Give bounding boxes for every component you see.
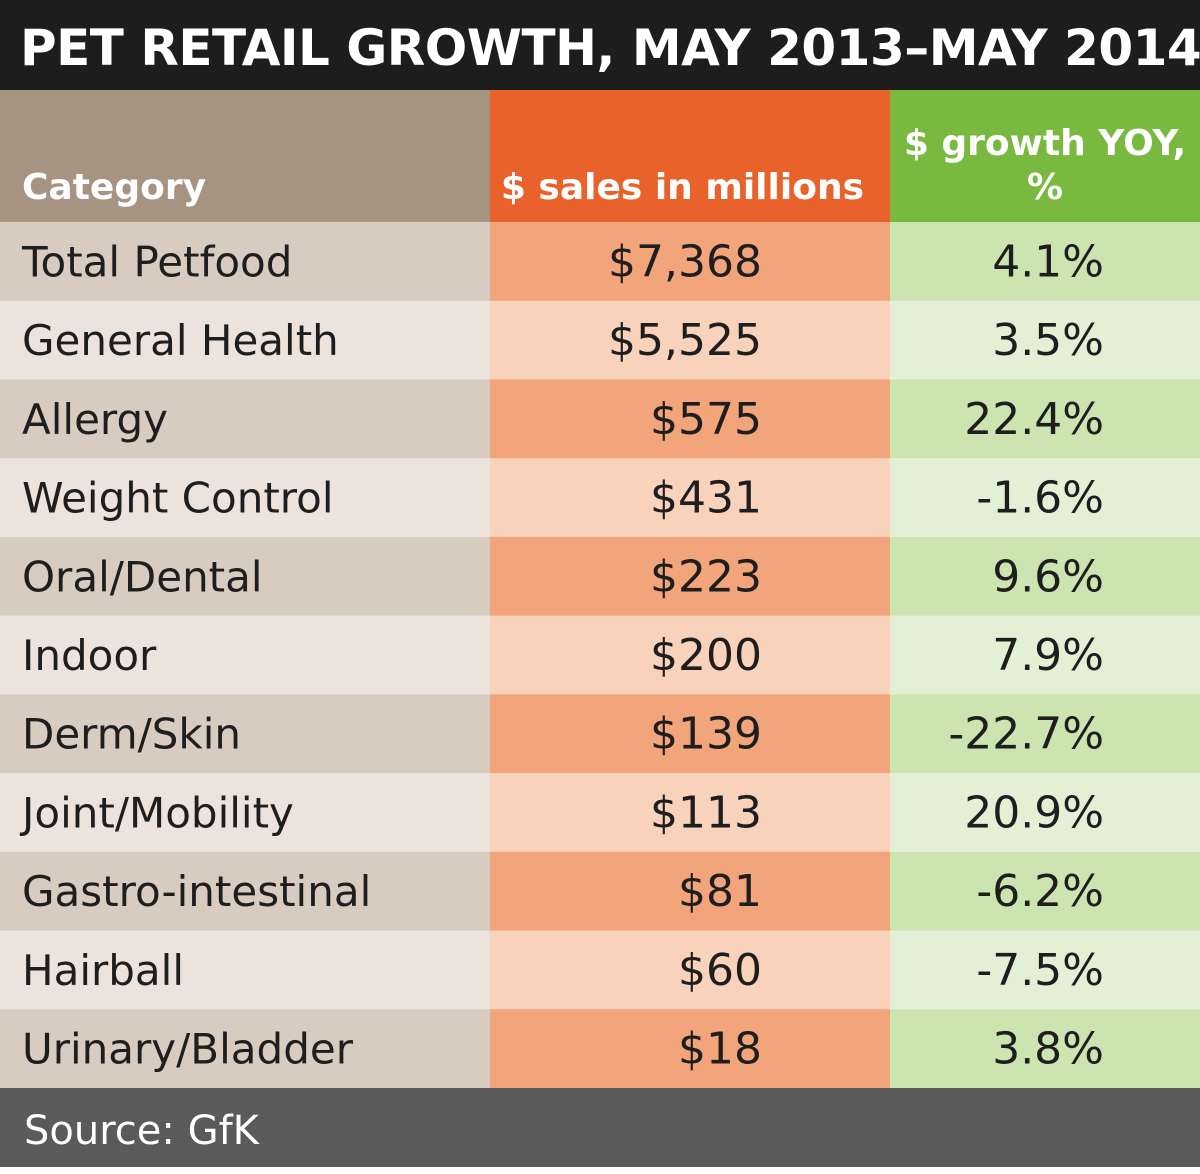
header-category-cell: Category xyxy=(0,90,490,222)
growth-value: 22.4% xyxy=(964,394,1104,445)
table-body: Total Petfood $7,368 4.1% General Health $5,… xyxy=(0,222,1200,1088)
growth-value: 4.1% xyxy=(992,236,1104,287)
category-label: Derm/Skin xyxy=(22,710,241,759)
category-label: Urinary/Bladder xyxy=(22,1025,354,1074)
growth-cell xyxy=(890,930,1200,1010)
sales-value: $223 xyxy=(650,551,762,602)
category-cell xyxy=(0,379,490,459)
table-row: Weight Control $431 -1.6% xyxy=(0,458,1200,538)
growth-value: -6.2% xyxy=(976,866,1104,917)
growth-cell xyxy=(890,773,1200,853)
category-cell xyxy=(0,694,490,774)
source-bar: Source: GfK xyxy=(0,1088,1200,1167)
category-cell xyxy=(0,536,490,617)
growth-value: 20.9% xyxy=(964,787,1104,838)
category-cell xyxy=(0,222,490,302)
category-label: Hairball xyxy=(22,946,184,995)
sales-value: $60 xyxy=(678,945,762,996)
category-cell xyxy=(0,851,490,932)
growth-value: 9.6% xyxy=(992,551,1104,602)
category-label: Allergy xyxy=(22,395,168,444)
growth-cell xyxy=(890,458,1200,538)
sales-cell xyxy=(490,222,890,302)
table-row: Joint/Mobility $113 20.9% xyxy=(0,773,1200,853)
header-sales-label: $ sales in millions xyxy=(500,167,864,208)
sales-value: $575 xyxy=(650,394,762,445)
header-sales-cell: $ sales in millions xyxy=(490,90,890,222)
header-growth-label: $ growth YOY, % xyxy=(903,123,1187,208)
title-bar: PET RETAIL GROWTH, MAY 2013–MAY 2014 xyxy=(0,0,1200,90)
growth-cell xyxy=(890,536,1200,617)
growth-value: -1.6% xyxy=(976,473,1104,524)
sales-cell xyxy=(490,851,890,932)
growth-cell xyxy=(890,300,1200,381)
sales-cell xyxy=(490,379,890,459)
growth-cell xyxy=(890,1009,1200,1088)
category-label: General Health xyxy=(22,316,339,365)
category-label: Weight Control xyxy=(22,474,334,523)
category-cell xyxy=(0,458,490,538)
sales-cell xyxy=(490,930,890,1010)
category-cell xyxy=(0,930,490,1010)
sales-value: $81 xyxy=(678,866,762,917)
category-label: Oral/Dental xyxy=(22,552,263,601)
sales-cell xyxy=(490,694,890,774)
sales-value: $431 xyxy=(650,473,762,524)
chart-title: PET RETAIL GROWTH, MAY 2013–MAY 2014 xyxy=(20,19,1200,77)
header-category-label: Category xyxy=(22,167,207,208)
table-row: Gastro-intestinal $81 -6.2% xyxy=(0,851,1200,932)
sales-value: $200 xyxy=(650,630,762,681)
header-growth-cell: $ growth YOY, % xyxy=(890,90,1200,222)
table-row: Total Petfood $7,368 4.1% xyxy=(0,222,1200,302)
sales-value: $7,368 xyxy=(608,236,762,287)
table-row: Hairball $60 -7.5% xyxy=(0,930,1200,1010)
growth-cell xyxy=(890,379,1200,459)
category-cell xyxy=(0,300,490,381)
table-row: Allergy $575 22.4% xyxy=(0,379,1200,459)
growth-value: -22.7% xyxy=(948,709,1104,760)
sales-cell xyxy=(490,536,890,617)
table-row: Urinary/Bladder $18 3.8% xyxy=(0,1009,1200,1088)
category-label: Joint/Mobility xyxy=(19,788,294,837)
category-label: Total Petfood xyxy=(21,237,292,286)
table-row: General Health $5,525 3.5% xyxy=(0,300,1200,381)
category-cell xyxy=(0,1009,490,1088)
sales-value: $113 xyxy=(650,787,762,838)
growth-cell xyxy=(890,222,1200,302)
sales-value: $139 xyxy=(650,709,762,760)
growth-value: 3.5% xyxy=(992,315,1104,366)
category-label: Gastro-intestinal xyxy=(22,867,371,916)
growth-value: 3.8% xyxy=(992,1024,1104,1075)
sales-cell xyxy=(490,615,890,695)
growth-value: -7.5% xyxy=(976,945,1104,996)
growth-value: 7.9% xyxy=(992,630,1104,681)
category-cell xyxy=(0,615,490,695)
table-row: Derm/Skin $139 -22.7% xyxy=(0,694,1200,774)
table-row: Indoor $200 7.9% xyxy=(0,615,1200,695)
table-row: Oral/Dental $223 9.6% xyxy=(0,536,1200,617)
sales-cell xyxy=(490,458,890,538)
sales-value: $18 xyxy=(678,1024,762,1075)
growth-cell xyxy=(890,615,1200,695)
category-cell xyxy=(0,773,490,853)
sales-value: $5,525 xyxy=(608,315,762,366)
sales-cell xyxy=(490,1009,890,1088)
sales-cell xyxy=(490,773,890,853)
source-note: Source: GfK xyxy=(24,1108,259,1154)
sales-cell xyxy=(490,300,890,381)
growth-cell xyxy=(890,851,1200,932)
growth-cell xyxy=(890,694,1200,774)
category-label: Indoor xyxy=(22,631,157,680)
